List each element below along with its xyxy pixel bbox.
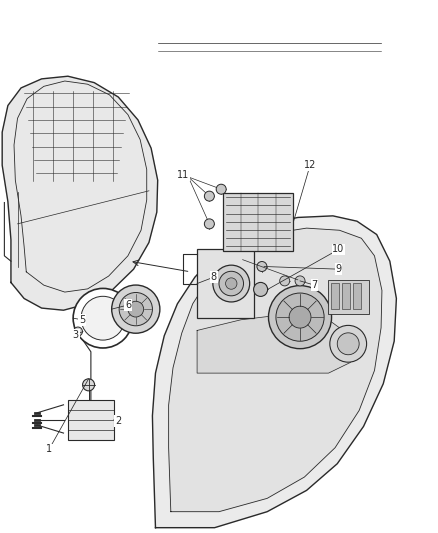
- Circle shape: [280, 276, 290, 286]
- FancyBboxPatch shape: [331, 283, 339, 309]
- Circle shape: [257, 262, 267, 271]
- FancyBboxPatch shape: [223, 193, 293, 251]
- Circle shape: [295, 276, 305, 286]
- FancyBboxPatch shape: [342, 283, 350, 309]
- Circle shape: [205, 219, 214, 229]
- Text: 1: 1: [46, 445, 52, 454]
- Circle shape: [276, 293, 324, 341]
- Circle shape: [205, 191, 214, 201]
- Circle shape: [226, 278, 237, 289]
- Circle shape: [74, 327, 82, 336]
- Circle shape: [219, 271, 244, 296]
- Text: 2: 2: [115, 416, 121, 426]
- Text: 8: 8: [211, 272, 217, 282]
- Circle shape: [337, 333, 359, 355]
- Text: 9: 9: [336, 264, 342, 274]
- Polygon shape: [2, 76, 158, 310]
- Circle shape: [254, 282, 268, 296]
- Text: 3: 3: [73, 330, 79, 340]
- FancyBboxPatch shape: [68, 400, 114, 440]
- Text: 5: 5: [79, 315, 85, 325]
- Circle shape: [83, 379, 95, 391]
- Text: 7: 7: [311, 280, 318, 290]
- Circle shape: [73, 288, 133, 348]
- FancyBboxPatch shape: [328, 280, 369, 314]
- Circle shape: [213, 265, 250, 302]
- FancyBboxPatch shape: [197, 249, 254, 318]
- FancyBboxPatch shape: [353, 283, 360, 309]
- Circle shape: [289, 306, 311, 328]
- Circle shape: [330, 325, 367, 362]
- Circle shape: [119, 293, 152, 326]
- Polygon shape: [169, 228, 382, 512]
- Text: 11: 11: [177, 170, 189, 180]
- Circle shape: [257, 285, 267, 294]
- Text: 10: 10: [332, 245, 345, 254]
- Polygon shape: [197, 314, 350, 373]
- Circle shape: [81, 296, 125, 340]
- Circle shape: [112, 285, 160, 333]
- Circle shape: [268, 286, 332, 349]
- Circle shape: [216, 184, 226, 194]
- Circle shape: [128, 301, 144, 317]
- Polygon shape: [152, 216, 396, 528]
- Text: 6: 6: [125, 300, 131, 310]
- Text: 12: 12: [304, 160, 316, 170]
